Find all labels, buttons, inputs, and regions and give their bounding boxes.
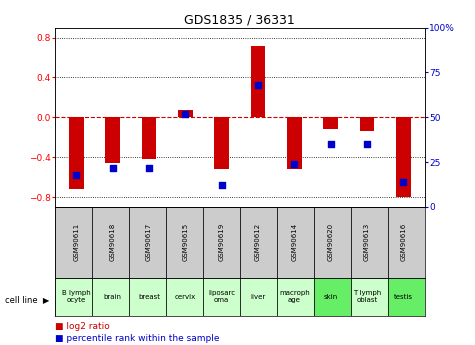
Text: GSM90620: GSM90620 [328, 223, 333, 262]
Bar [69, 117, 84, 189]
Bar [129, 207, 166, 278]
Text: GSM90618: GSM90618 [110, 223, 116, 262]
Bar [277, 278, 314, 316]
Text: GSM90611: GSM90611 [74, 223, 79, 262]
Bar [360, 117, 374, 131]
Text: liver: liver [250, 294, 266, 300]
Bar [277, 207, 314, 278]
Bar [92, 278, 129, 316]
Bar [55, 278, 92, 316]
Text: GSM90616: GSM90616 [400, 223, 406, 262]
Bar [314, 278, 351, 316]
Text: T lymph
oblast: T lymph oblast [353, 290, 381, 303]
Bar [396, 117, 410, 197]
Point [109, 165, 116, 170]
Text: GSM90619: GSM90619 [218, 223, 225, 262]
Point [363, 141, 371, 147]
Text: GSM90617: GSM90617 [146, 223, 152, 262]
Bar [240, 278, 277, 316]
Text: liposarc
oma: liposarc oma [208, 290, 235, 303]
Bar [178, 110, 193, 117]
Bar [166, 207, 203, 278]
Text: cell line  ▶: cell line ▶ [5, 295, 49, 304]
Point [73, 172, 80, 177]
Text: GSM90613: GSM90613 [364, 223, 370, 262]
Text: GSM90612: GSM90612 [255, 223, 261, 262]
Bar [129, 278, 166, 316]
Point [399, 179, 407, 185]
Text: GSM90615: GSM90615 [182, 223, 189, 262]
Bar [323, 117, 338, 129]
Bar [92, 207, 129, 278]
Bar [203, 207, 240, 278]
Point [181, 111, 189, 117]
Text: GSM90614: GSM90614 [291, 223, 297, 262]
Point [145, 165, 153, 170]
Bar [388, 207, 425, 278]
Bar [314, 207, 351, 278]
Point [218, 183, 226, 188]
Bar [251, 46, 266, 117]
Text: macroph
age: macroph age [279, 290, 310, 303]
Text: brain: brain [104, 294, 122, 300]
Bar [55, 207, 92, 278]
Bar [142, 117, 156, 159]
Text: ■ percentile rank within the sample: ■ percentile rank within the sample [55, 334, 219, 343]
Bar [287, 117, 302, 169]
Text: testis: testis [394, 294, 413, 300]
Bar [240, 207, 277, 278]
Bar [351, 278, 388, 316]
Title: GDS1835 / 36331: GDS1835 / 36331 [184, 13, 295, 27]
Point [291, 161, 298, 167]
Bar [105, 117, 120, 163]
Bar [351, 207, 388, 278]
Text: breast: breast [138, 294, 160, 300]
Text: cervix: cervix [175, 294, 196, 300]
Text: skin: skin [323, 294, 338, 300]
Bar [203, 278, 240, 316]
Bar [388, 278, 425, 316]
Bar [166, 278, 203, 316]
Point [327, 141, 334, 147]
Text: B lymph
ocyte: B lymph ocyte [62, 290, 91, 303]
Bar [214, 117, 229, 169]
Point [254, 82, 262, 88]
Text: ■ log2 ratio: ■ log2 ratio [55, 322, 109, 331]
